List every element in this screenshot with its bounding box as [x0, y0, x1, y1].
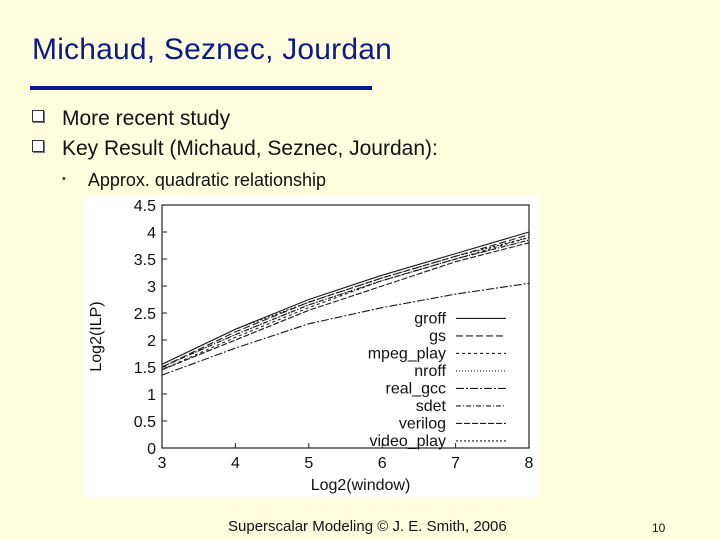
checkbox-bullet-icon	[32, 140, 44, 152]
y-tick-label: 1	[147, 387, 156, 404]
x-tick-label: 8	[525, 455, 534, 472]
ilp-chart: 3 4 5 6 7 8 0 0.5 1 1.5 2 2.5 3 3.5 4 4.5 Log2(window) Lo…	[84, 195, 540, 497]
legend-label: sdet	[416, 398, 447, 415]
x-tick-label: 5	[304, 455, 313, 472]
x-tick-label: 3	[158, 455, 167, 472]
y-tick-label: 0.5	[134, 414, 156, 431]
legend-label: real_gcc	[386, 380, 446, 397]
x-tick-label: 7	[451, 455, 460, 472]
ilp-chart-svg: 3 4 5 6 7 8 0 0.5 1 1.5 2 2.5 3 3.5 4 4.5 Log2(window) Lo…	[88, 198, 534, 494]
y-tick-label: 1.5	[134, 360, 156, 377]
series-line-verilog	[161, 242, 530, 371]
y-tick-label: 2.5	[134, 306, 156, 323]
bullet-item: More recent study	[32, 107, 230, 131]
sub-bullet-text: Approx. quadratic relationship	[87, 170, 326, 190]
bullet-text: More recent study	[62, 107, 231, 130]
checkbox-bullet-icon	[32, 110, 44, 122]
y-tick-label: 3	[147, 279, 156, 296]
series-line-mpeg-play	[161, 236, 530, 371]
y-tick-label: 0	[147, 441, 156, 458]
legend-label: verilog	[399, 415, 446, 432]
x-tick-label: 4	[231, 455, 240, 472]
x-tick-label: 6	[378, 455, 387, 472]
title-underline	[30, 86, 372, 90]
y-tick-label: 3.5	[134, 252, 156, 269]
legend-label: nroff	[414, 363, 446, 380]
series-line-groff	[161, 231, 530, 365]
page-number: 10	[652, 521, 666, 535]
bullet-item: Key Result (Michaud, Seznec, Jourdan):	[32, 137, 438, 161]
series-line-nroff	[161, 239, 530, 368]
legend-label: groff	[414, 310, 446, 327]
slide-title: Michaud, Seznec, Jourdan	[32, 33, 393, 66]
legend-label: mpeg_play	[368, 345, 446, 362]
legend-label: gs	[429, 328, 446, 345]
footer-text: Superscalar Modeling © J. E. Smith, 2006	[228, 518, 507, 535]
sub-bullet-item: • Approx. quadratic relationship	[62, 170, 326, 191]
x-axis-label: Log2(window)	[311, 477, 411, 494]
sub-bullet-dot-icon: •	[62, 173, 66, 185]
legend-label: video_play	[370, 433, 447, 450]
y-tick-label: 2	[147, 333, 156, 350]
plot-frame	[161, 204, 530, 449]
bullet-text: Key Result (Michaud, Seznec, Jourdan):	[62, 137, 438, 160]
y-tick-label: 4.5	[134, 198, 156, 215]
y-tick-label: 4	[147, 225, 156, 242]
series-line-real-gcc	[161, 282, 530, 376]
y-axis-label: Log2(ILP)	[88, 301, 105, 371]
